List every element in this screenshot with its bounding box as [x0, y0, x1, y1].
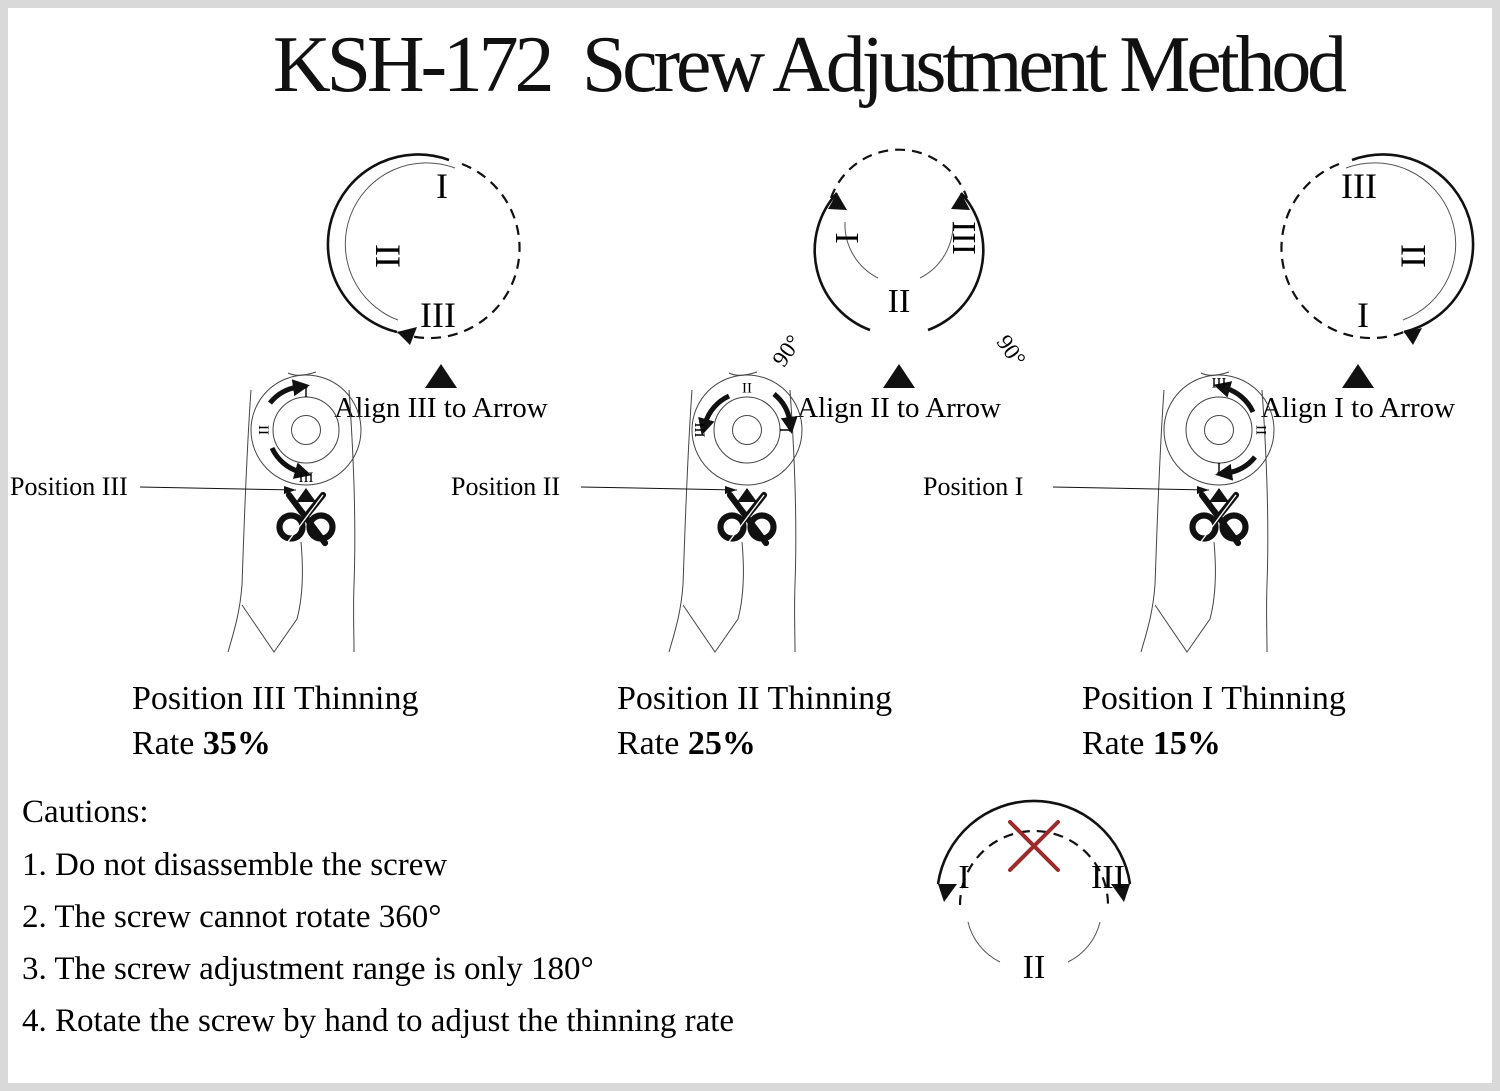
svg-text:Align II to Arrow: Align II to Arrow — [797, 392, 1001, 424]
svg-text:3. The screw adjustment range: 3. The screw adjustment range is only 18… — [22, 951, 594, 987]
svg-text:II: II — [1023, 949, 1046, 986]
svg-text:Position I: Position I — [923, 472, 1023, 501]
svg-text:90°: 90° — [992, 330, 1031, 371]
svg-text:I: I — [958, 859, 969, 896]
svg-text:Position II Thinning: Position II Thinning — [617, 680, 892, 717]
svg-text:II: II — [888, 283, 911, 320]
svg-text:I: I — [1357, 295, 1369, 335]
svg-text:III: III — [945, 221, 982, 255]
svg-text:2. The screw cannot rotate 360: 2. The screw cannot rotate 360° — [22, 899, 441, 935]
svg-text:1. Do not disassemble the scre: 1. Do not disassemble the screw — [22, 847, 447, 883]
svg-text:III: III — [1091, 859, 1125, 896]
svg-text:Align III to Arrow: Align III to Arrow — [334, 392, 547, 424]
svg-text:II: II — [1393, 244, 1433, 268]
svg-text:Rate 35%: Rate 35% — [132, 725, 271, 762]
svg-text:Position I Thinning: Position I Thinning — [1082, 680, 1346, 717]
svg-text:III: III — [1341, 166, 1377, 206]
svg-text:II: II — [368, 244, 408, 268]
svg-text:90°: 90° — [767, 330, 806, 371]
svg-text:Cautions:: Cautions: — [22, 794, 149, 830]
svg-text:Align I to Arrow: Align I to Arrow — [1261, 392, 1455, 424]
svg-text:Position II: Position II — [451, 472, 560, 501]
svg-text:4. Rotate the screw by hand to: 4. Rotate the screw by hand to adjust th… — [22, 1003, 734, 1039]
svg-text:Position III: Position III — [10, 472, 128, 501]
svg-text:III: III — [420, 295, 456, 335]
svg-text:I: I — [828, 232, 865, 243]
svg-text:Rate 15%: Rate 15% — [1082, 725, 1221, 762]
svg-text:Rate 25%: Rate 25% — [617, 725, 756, 762]
svg-text:Position III Thinning: Position III Thinning — [132, 680, 419, 717]
svg-text:I: I — [436, 166, 448, 206]
